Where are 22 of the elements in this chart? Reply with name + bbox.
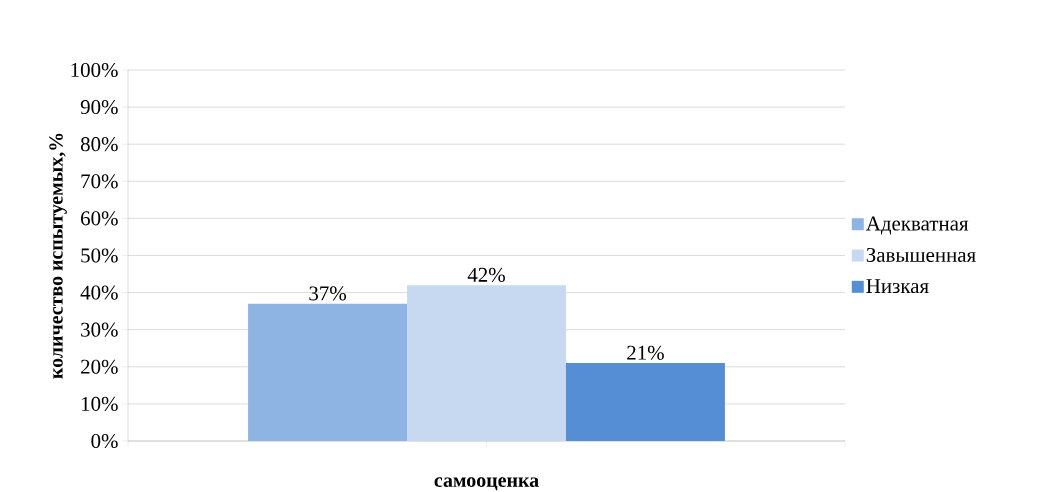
legend-label: Адекватная xyxy=(865,216,969,235)
y-tick-label: 70% xyxy=(81,174,118,189)
y-axis-title: количество испытуемых,% xyxy=(49,133,67,379)
data-label: 37% xyxy=(309,286,347,301)
y-tick-label: 60% xyxy=(81,211,118,226)
legend-label: Завышенная xyxy=(866,247,976,262)
y-tick-label: 20% xyxy=(81,359,118,374)
y-tick-label: 0% xyxy=(91,433,118,449)
y-tick-label: 90% xyxy=(80,100,118,115)
y-tick-label: 40% xyxy=(80,285,118,300)
bar xyxy=(565,363,725,441)
data-label: 42% xyxy=(467,267,505,282)
y-tick-label: 10% xyxy=(81,396,118,411)
y-tick-label: 80% xyxy=(80,137,118,152)
legend-label: Низкая xyxy=(866,279,929,294)
bar xyxy=(407,285,566,441)
x-axis-title: самооценка xyxy=(434,477,539,491)
y-tick-label: 30% xyxy=(81,322,118,337)
bar xyxy=(248,303,408,441)
y-tick-label: 100% xyxy=(71,62,118,78)
data-label: 21% xyxy=(627,345,664,360)
y-tick-label: 50% xyxy=(81,248,118,263)
